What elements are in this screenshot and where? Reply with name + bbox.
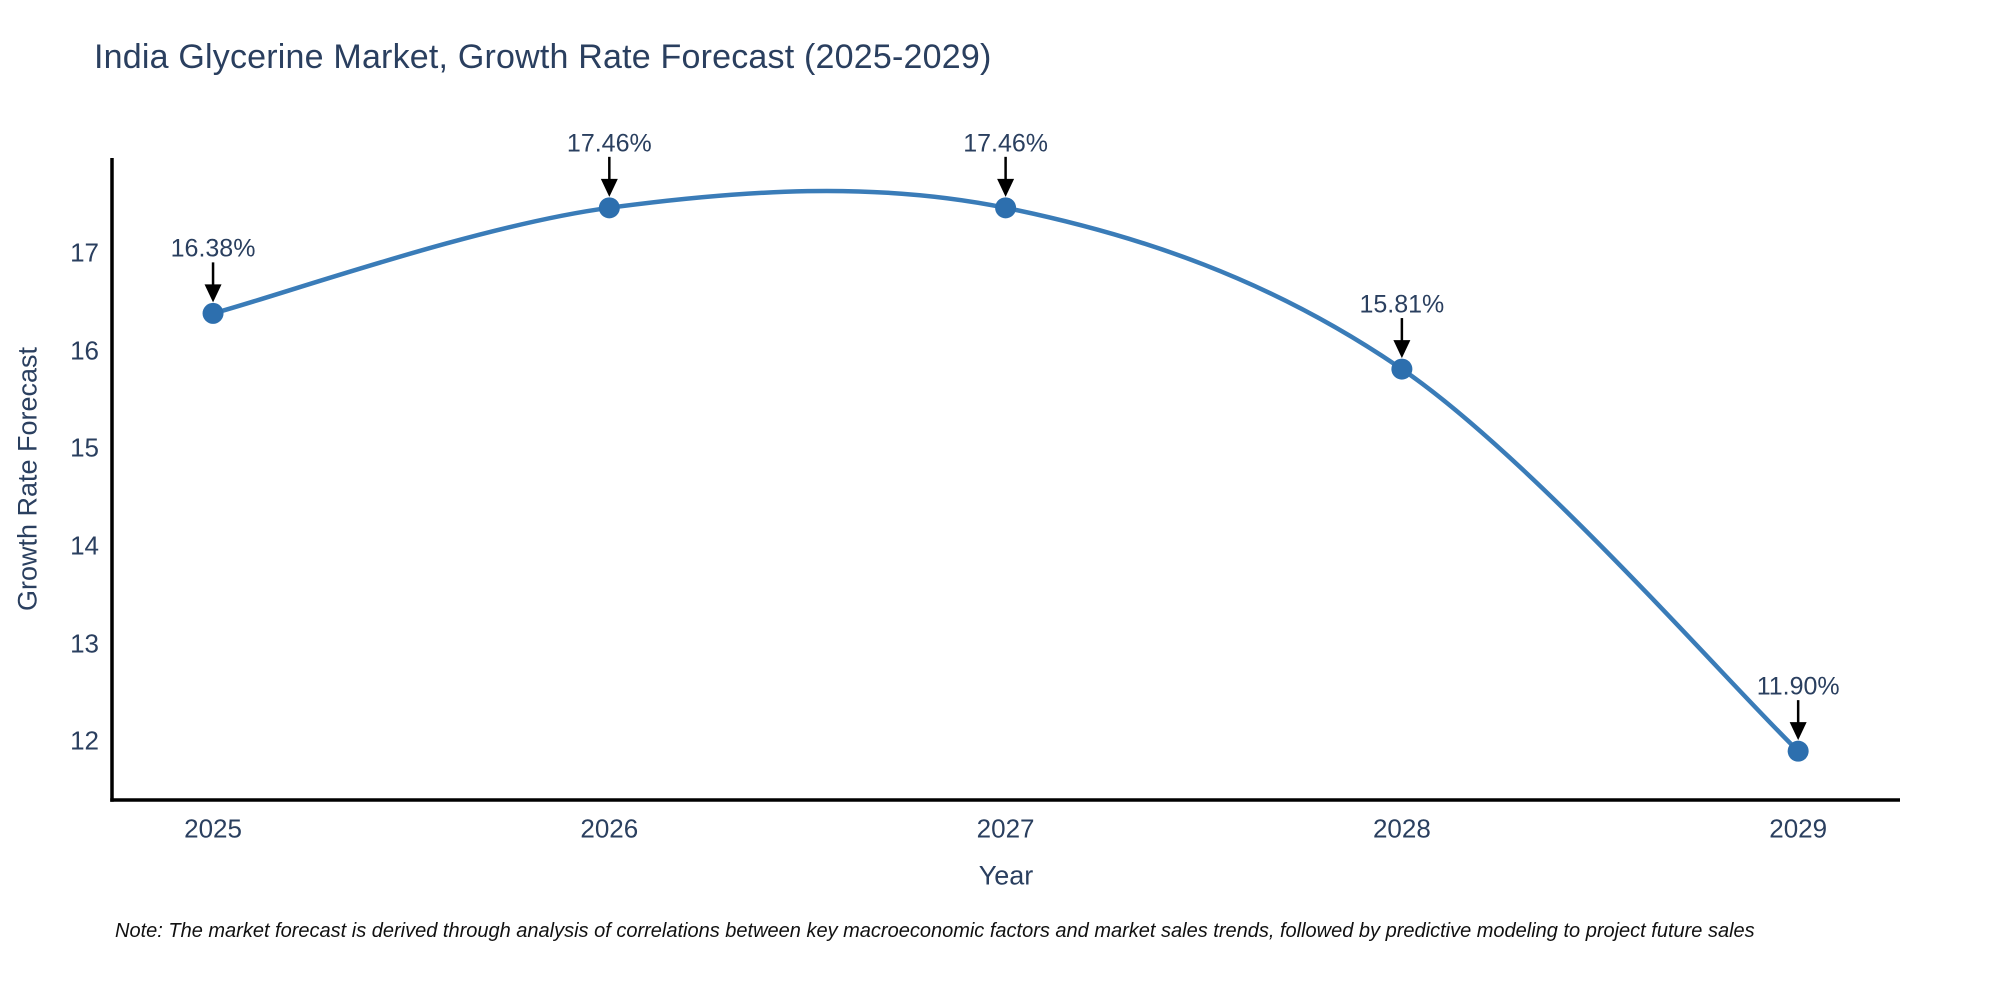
point-value-label: 15.81% — [1359, 290, 1445, 319]
annotation-arrow-head — [600, 178, 618, 197]
annotation-arrow-head — [997, 178, 1015, 197]
annotation-arrow-head — [1393, 340, 1411, 359]
point-value-label: 17.46% — [963, 129, 1048, 158]
point-value-label: 17.46% — [566, 129, 652, 158]
x-tick-label: 2028 — [1372, 813, 1431, 844]
x-tick-label: 2029 — [1769, 813, 1828, 844]
x-tick-label: 2026 — [580, 813, 639, 844]
y-tick-label: 12 — [70, 725, 99, 756]
data-point-marker — [995, 197, 1017, 219]
point-value-label: 11.90% — [1756, 672, 1840, 701]
chart-note: Note: The market forecast is derived thr… — [115, 920, 1755, 942]
point-value-label: 16.38% — [170, 234, 256, 263]
x-axis-title: Year — [978, 860, 1034, 891]
x-tick-label: 2025 — [184, 813, 242, 844]
data-point-marker — [1787, 740, 1809, 762]
chart-title: India Glycerine Market, Growth Rate Fore… — [94, 38, 992, 76]
x-tick-label: 2027 — [976, 813, 1035, 844]
y-tick-label: 15 — [70, 432, 99, 463]
trend-line — [210, 188, 1801, 754]
data-point-marker — [598, 197, 620, 219]
annotation-arrow-head — [204, 284, 222, 303]
y-tick-label: 17 — [70, 237, 99, 268]
y-axis-title: Growth Rate Forecast — [12, 346, 43, 612]
y-tick-label: 14 — [70, 530, 99, 561]
data-point-marker — [1391, 358, 1413, 380]
y-tick-label: 13 — [70, 628, 99, 659]
data-point-marker — [202, 302, 224, 324]
annotation-arrow-head — [1789, 722, 1807, 741]
y-tick-label: 16 — [70, 335, 99, 365]
